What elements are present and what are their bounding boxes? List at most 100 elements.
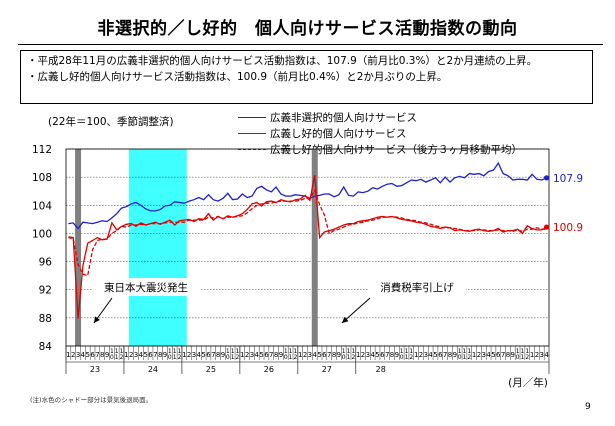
x-tick-label: 9 (221, 351, 225, 359)
x-tick-label: 2 (535, 351, 539, 359)
x-tick-label: 5 (375, 351, 379, 359)
x-tick-label: 4 (255, 351, 260, 359)
event-annotation-box (368, 278, 466, 296)
summary-line-2: ・広義し好的個人向けサービス活動指数は、100.9（前月比0.4%）と2か月ぶり… (27, 71, 448, 83)
x-tick-label: 5 (491, 351, 495, 359)
y-tick-label: 104 (32, 200, 52, 212)
legend-entry-selective: 広義し好的個人向けサービス (238, 125, 522, 141)
x-tick-label: 5 (143, 351, 147, 359)
end-value-label: 100.9 (553, 222, 583, 234)
x-tick-label: 1 (124, 351, 128, 359)
x-tick-label: 2 (477, 351, 481, 359)
year-label: 27 (322, 365, 332, 374)
x-tick-label: 7 (327, 351, 331, 359)
x-tick-label: 3 (366, 351, 370, 359)
x-tick-label: 8 (100, 351, 104, 359)
year-label: 24 (148, 365, 158, 374)
end-value-label: 107.9 (553, 173, 583, 185)
x-tick-label: 7 (153, 351, 157, 359)
y-tick-label: 96 (39, 257, 53, 269)
x-tick-label: 8 (332, 351, 336, 359)
event-annotation-box (92, 278, 200, 296)
x-tick-label: 7 (443, 351, 447, 359)
series-line-2 (68, 188, 547, 277)
x-tick-label: 4 (486, 351, 491, 359)
page-number: 9 (585, 402, 591, 412)
legend-entry-nonselective: 広義非選択的個人向けサービス (238, 109, 522, 125)
x-tick-label: 9 (337, 351, 341, 359)
x-tick-label: 8 (274, 351, 278, 359)
x-tick-label: 6 (148, 351, 153, 359)
x-tick-label: 4 (313, 351, 318, 359)
x-tick-label: 1 (530, 351, 534, 359)
x-tick-label: 5 (86, 351, 90, 359)
x-tick-label: 2 (129, 351, 133, 359)
event-bar (75, 149, 82, 346)
x-tick-label: 7 (385, 351, 389, 359)
x-tick-label: 3 (134, 351, 138, 359)
event-annotation-label: 消費税率引上げ (380, 281, 454, 294)
arrowhead (94, 316, 100, 323)
summary-box: ・平成28年11月の広義非選択的個人向けサービス活動指数は、107.9（前月比0… (20, 50, 593, 104)
x-tick-label: 8 (158, 351, 162, 359)
y-tick-label: 88 (39, 313, 52, 325)
page-title: 非選択的／し好的 個人向けサービス活動指数の動向 (97, 19, 518, 39)
event-bar (311, 149, 318, 346)
x-tick-label: 1 (182, 351, 186, 359)
x-tick-label: 3 (192, 351, 196, 359)
x-tick-label: 9 (511, 351, 515, 359)
x-tick-label: 7 (501, 351, 505, 359)
arrowhead (342, 316, 349, 323)
x-tick-label: 7 (211, 351, 215, 359)
event-annotation-label: 東日本大震災発生 (104, 281, 188, 294)
footnote: (注)水色のシャドー部分は景気後退局面。 (30, 396, 153, 404)
x-tick-label: 3 (308, 351, 312, 359)
x-tick-label: 1 (414, 351, 418, 359)
x-tick-label: 6 (206, 351, 211, 359)
x-tick-label: 5 (201, 351, 205, 359)
legend-label: 広義し好的個人向けサービス (270, 127, 407, 140)
legend-label: 広義し好的個人向けサービス（後方３ヶ月移動平均） (270, 143, 522, 156)
x-tick-label: 8 (448, 351, 452, 359)
x-tick-label: 2 (419, 351, 423, 359)
x-tick-label: 8 (216, 351, 220, 359)
x-tick-label: 7 (269, 351, 273, 359)
y-tick-label: 84 (39, 341, 53, 353)
x-tick-label: 6 (438, 351, 443, 359)
y-tick-label: 112 (32, 144, 52, 156)
x-tick-label: 6 (496, 351, 501, 359)
x-tick-label: 9 (453, 351, 457, 359)
title-underline (18, 44, 603, 45)
legend-swatch-red (238, 132, 266, 134)
x-tick-label: 2 (361, 351, 365, 359)
x-tick-label: 5 (259, 351, 263, 359)
x-tick-label: 2 (245, 351, 249, 359)
x-tick-label: 1 (66, 351, 70, 359)
x-tick-label: 1 (298, 351, 302, 359)
x-tick-label: 6 (90, 351, 95, 359)
x-tick-label: 6 (380, 351, 385, 359)
x-tick-label: 3 (76, 351, 80, 359)
x-tick-label: 4 (544, 351, 549, 359)
legend-label: 広義非選択的個人向けサービス (270, 111, 417, 124)
x-tick-label: 6 (322, 351, 327, 359)
recession-shading (128, 149, 187, 346)
legend-swatch-blue (238, 116, 266, 118)
